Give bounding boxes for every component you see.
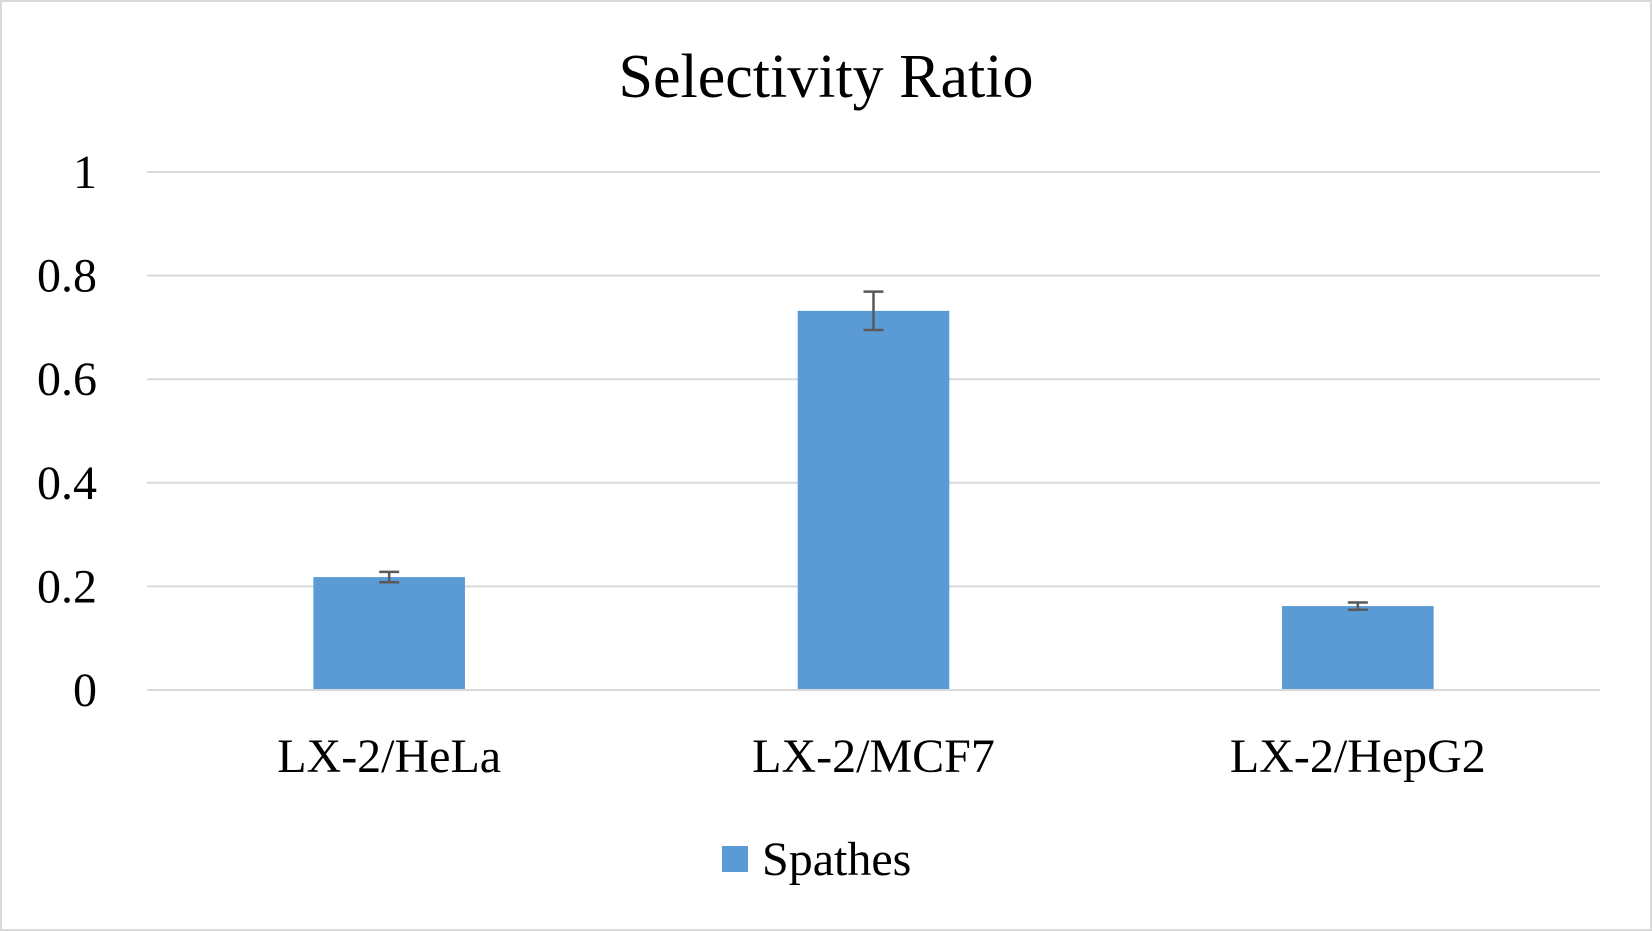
legend-label: Spathes <box>762 833 911 886</box>
bar <box>797 310 950 690</box>
x-tick-label: LX-2/HepG2 <box>1230 730 1486 783</box>
x-axis-ticks: LX-2/HeLa LX-2/MCF7 LX-2/HepG2 <box>277 730 1486 783</box>
y-tick-label: 0.8 <box>37 250 97 303</box>
x-tick-label: LX-2/HeLa <box>277 730 501 783</box>
y-tick-label: 1 <box>73 146 97 199</box>
bars <box>147 290 1600 691</box>
chart-title: Selectivity Ratio <box>619 43 1034 111</box>
bar <box>1282 606 1434 690</box>
y-tick-label: 0 <box>73 664 97 717</box>
error-bar <box>379 570 400 584</box>
y-tick-label: 0.4 <box>37 457 97 510</box>
x-tick-label: LX-2/MCF7 <box>752 730 995 783</box>
y-tick-label: 0.6 <box>37 353 97 406</box>
y-tick-label: 0.2 <box>37 560 97 613</box>
bar <box>313 577 465 690</box>
error-bar <box>1347 601 1368 611</box>
legend: Spathes <box>722 833 911 886</box>
y-axis-ticks: 0 0.2 0.4 0.6 0.8 1 <box>37 146 97 717</box>
error-bar <box>863 290 884 332</box>
legend-swatch <box>722 846 748 872</box>
